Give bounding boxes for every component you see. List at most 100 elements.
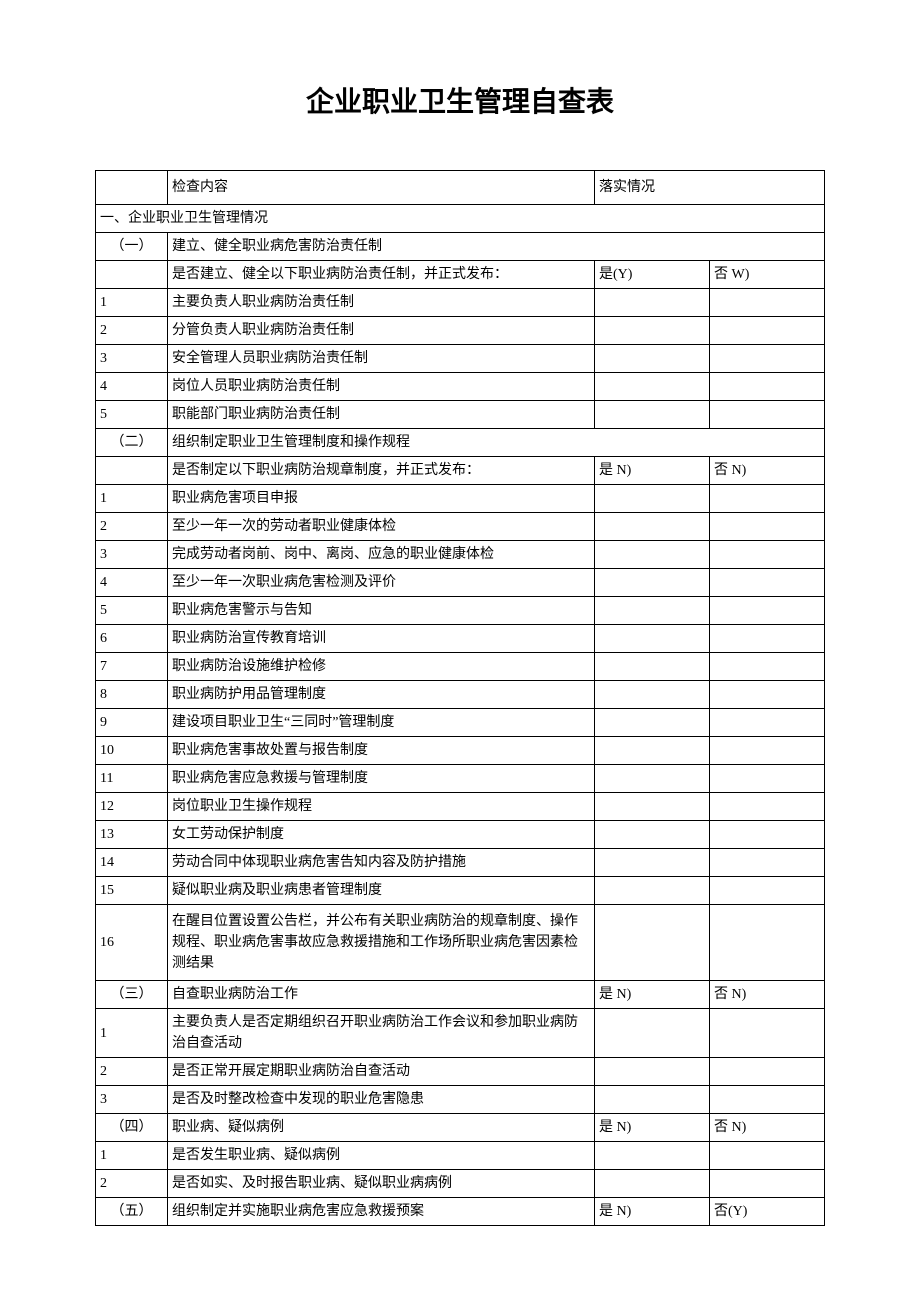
s1-5-title: 组织制定并实施职业病危害应急救援预案: [168, 1198, 595, 1226]
table-row: （三）自查职业病防治工作是 N)否 N): [96, 981, 825, 1009]
row-no: [710, 541, 825, 569]
table-row: 3是否及时整改检查中发现的职业危害隐患: [96, 1086, 825, 1114]
row-yes: [595, 737, 710, 765]
row-content: 是否发生职业病、疑似病例: [168, 1142, 595, 1170]
row-num: 2: [96, 317, 168, 345]
row-content: 职业病防治设施维护检修: [168, 653, 595, 681]
row-num: 1: [96, 289, 168, 317]
row-yes: [595, 653, 710, 681]
row-no: [710, 569, 825, 597]
table-row: 1主要负责人是否定期组织召开职业病防治工作会议和参加职业病防治自查活动: [96, 1009, 825, 1058]
row-content: 是否如实、及时报告职业病、疑似职业病病例: [168, 1170, 595, 1198]
table-row: 9建设项目职业卫生“三同时”管理制度: [96, 709, 825, 737]
row-num: 10: [96, 737, 168, 765]
row-content: 职业病防治宣传教育培训: [168, 625, 595, 653]
table-row: （五）组织制定并实施职业病危害应急救援预案是 N)否(Y): [96, 1198, 825, 1226]
row-yes: [595, 569, 710, 597]
row-yes: [595, 401, 710, 429]
row-yes: [595, 1086, 710, 1114]
table-row: 4岗位人员职业病防治责任制: [96, 373, 825, 401]
row-content: 至少一年一次的劳动者职业健康体检: [168, 513, 595, 541]
row-no: [710, 485, 825, 513]
row-yes: [595, 681, 710, 709]
row-num: 2: [96, 1058, 168, 1086]
s1-5-yes: 是 N): [595, 1198, 710, 1226]
table-row: 1是否发生职业病、疑似病例: [96, 1142, 825, 1170]
table-row: 一、企业职业卫生管理情况: [96, 205, 825, 233]
row-content: 至少一年一次职业病危害检测及评价: [168, 569, 595, 597]
row-num: 3: [96, 1086, 168, 1114]
table-row: 10职业病危害事故处置与报告制度: [96, 737, 825, 765]
row-num: 16: [96, 905, 168, 981]
blank: [96, 261, 168, 289]
table-row: 6职业病防治宣传教育培训: [96, 625, 825, 653]
row-num: 4: [96, 373, 168, 401]
row-yes: [595, 541, 710, 569]
s1-2-num: （二）: [96, 429, 168, 457]
row-num: 9: [96, 709, 168, 737]
row-yes: [595, 821, 710, 849]
table-row: 14劳动合同中体现职业病危害告知内容及防护措施: [96, 849, 825, 877]
row-num: 4: [96, 569, 168, 597]
row-no: [710, 849, 825, 877]
row-yes: [595, 1142, 710, 1170]
row-content: 女工劳动保护制度: [168, 821, 595, 849]
row-content: 职业病危害事故处置与报告制度: [168, 737, 595, 765]
blank: [96, 457, 168, 485]
row-num: 13: [96, 821, 168, 849]
table-row: 12岗位职业卫生操作规程: [96, 793, 825, 821]
table-row: 11职业病危害应急救援与管理制度: [96, 765, 825, 793]
row-yes: [595, 513, 710, 541]
table-row: （二）组织制定职业卫生管理制度和操作规程: [96, 429, 825, 457]
header-blank: [96, 171, 168, 205]
checklist-table: 检查内容落实情况一、企业职业卫生管理情况（一）建立、健全职业病危害防治责任制是否…: [95, 170, 825, 1226]
row-no: [710, 401, 825, 429]
row-yes: [595, 345, 710, 373]
row-num: 1: [96, 1009, 168, 1058]
row-no: [710, 737, 825, 765]
row-no: [710, 1086, 825, 1114]
row-content: 职能部门职业病防治责任制: [168, 401, 595, 429]
row-yes: [595, 905, 710, 981]
row-content: 分管负责人职业病防治责任制: [168, 317, 595, 345]
row-num: 11: [96, 765, 168, 793]
table-row: 1主要负责人职业病防治责任制: [96, 289, 825, 317]
row-content: 劳动合同中体现职业病危害告知内容及防护措施: [168, 849, 595, 877]
s1-3-num: （三）: [96, 981, 168, 1009]
s1-4-title: 职业病、疑似病例: [168, 1114, 595, 1142]
row-num: 7: [96, 653, 168, 681]
header-content: 检查内容: [168, 171, 595, 205]
s1-1-title: 建立、健全职业病危害防治责任制: [168, 233, 825, 261]
row-num: 2: [96, 1170, 168, 1198]
row-num: 15: [96, 877, 168, 905]
table-row: 4至少一年一次职业病危害检测及评价: [96, 569, 825, 597]
s1-2-yes: 是 N): [595, 457, 710, 485]
row-no: [710, 905, 825, 981]
row-content: 职业病危害警示与告知: [168, 597, 595, 625]
page-title: 企业职业卫生管理自查表: [95, 80, 825, 120]
row-num: 8: [96, 681, 168, 709]
row-no: [710, 1170, 825, 1198]
row-yes: [595, 597, 710, 625]
row-content: 职业病危害应急救援与管理制度: [168, 765, 595, 793]
table-row: 3完成劳动者岗前、岗中、离岗、应急的职业健康体检: [96, 541, 825, 569]
table-row: 1职业病危害项目申报: [96, 485, 825, 513]
row-yes: [595, 625, 710, 653]
row-content: 主要负责人是否定期组织召开职业病防治工作会议和参加职业病防治自查活动: [168, 1009, 595, 1058]
row-num: 5: [96, 401, 168, 429]
s1-4-num: （四）: [96, 1114, 168, 1142]
table-row: 是否建立、健全以下职业病防治责任制，并正式发布：是(Y)否 W): [96, 261, 825, 289]
row-no: [710, 681, 825, 709]
row-no: [710, 709, 825, 737]
s1-5-no: 否(Y): [710, 1198, 825, 1226]
row-content: 疑似职业病及职业病患者管理制度: [168, 877, 595, 905]
table-row: 2是否正常开展定期职业病防治自查活动: [96, 1058, 825, 1086]
s1-2-title: 组织制定职业卫生管理制度和操作规程: [168, 429, 825, 457]
table-row: （四）职业病、疑似病例是 N)否 N): [96, 1114, 825, 1142]
row-content: 岗位人员职业病防治责任制: [168, 373, 595, 401]
table-row: 5职业病危害警示与告知: [96, 597, 825, 625]
row-yes: [595, 793, 710, 821]
row-content: 完成劳动者岗前、岗中、离岗、应急的职业健康体检: [168, 541, 595, 569]
row-no: [710, 317, 825, 345]
s1-1-prompt: 是否建立、健全以下职业病防治责任制，并正式发布：: [168, 261, 595, 289]
